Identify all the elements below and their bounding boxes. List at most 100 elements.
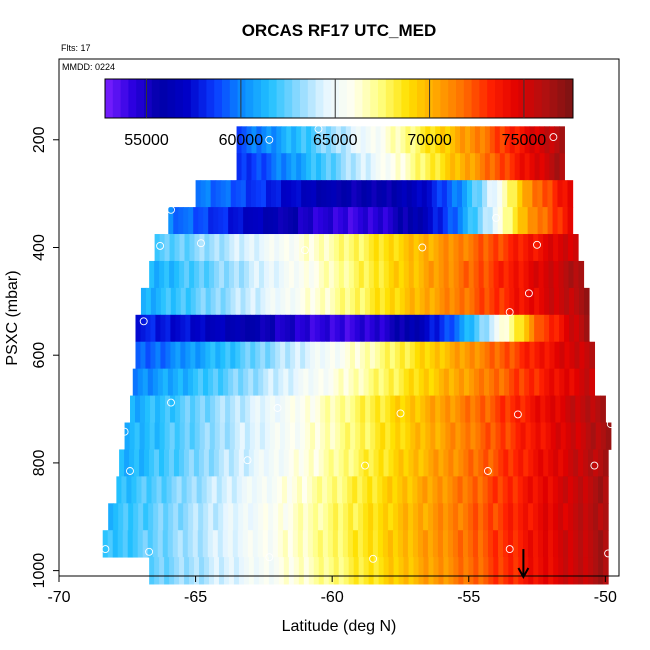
heatmap xyxy=(102,126,612,585)
heatmap-cell xyxy=(538,234,544,262)
heatmap-cell xyxy=(348,368,355,396)
heatmap-cell xyxy=(358,449,365,477)
heatmap-cell xyxy=(563,260,570,289)
heatmap-cell xyxy=(384,341,391,370)
sample-point xyxy=(265,135,274,144)
heatmap-cell xyxy=(474,314,480,343)
heatmap-cell xyxy=(281,126,287,154)
heatmap-cell xyxy=(200,314,206,343)
heatmap-cell xyxy=(149,557,155,585)
heatmap-cell xyxy=(183,449,190,477)
heatmap-cell xyxy=(188,449,195,477)
heatmap-cell xyxy=(279,422,286,450)
heatmap-cell xyxy=(473,503,479,531)
heatmap-cell xyxy=(334,314,341,343)
heatmap-cell xyxy=(447,207,454,235)
heatmap-cell xyxy=(560,395,566,423)
heatmap-cell xyxy=(416,180,423,208)
heatmap-cell xyxy=(339,314,346,343)
heatmap-cell xyxy=(300,287,306,316)
heatmap-cell xyxy=(333,368,340,396)
heatmap-cell xyxy=(330,153,337,181)
heatmap-cell xyxy=(169,422,176,450)
heatmap-cell xyxy=(479,368,485,396)
heatmap-cell xyxy=(452,476,459,504)
heatmap-cell xyxy=(432,530,439,558)
colorbar-step xyxy=(479,79,488,118)
heatmap-cell xyxy=(345,341,351,370)
heatmap-cell xyxy=(424,341,431,370)
heatmap-cell xyxy=(389,341,396,370)
heatmap-cell xyxy=(380,153,387,181)
heatmap-cell xyxy=(483,503,489,531)
heatmap-cell xyxy=(488,260,495,289)
heatmap-cell xyxy=(318,557,325,585)
heatmap-row xyxy=(236,126,565,154)
heatmap-cell xyxy=(463,234,470,262)
heatmap-cell xyxy=(494,153,501,181)
heatmap-cell xyxy=(310,395,316,423)
heatmap-cell xyxy=(414,341,421,370)
heatmap-cell xyxy=(314,314,321,343)
heatmap-cell xyxy=(321,126,327,154)
heatmap-cell xyxy=(160,341,167,370)
heatmap-cell xyxy=(523,234,529,262)
heatmap-cell xyxy=(280,287,286,316)
heatmap-cell xyxy=(260,395,266,423)
heatmap-cell xyxy=(487,476,494,504)
colorbar-step xyxy=(214,79,223,118)
colorbar-step xyxy=(175,79,184,118)
heatmap-cell xyxy=(266,476,273,504)
colorbar-tick-label: 55000 xyxy=(124,132,169,149)
heatmap-cell xyxy=(355,395,361,423)
heatmap-cell xyxy=(264,234,270,262)
heatmap-cell xyxy=(208,368,214,396)
heatmap-cell xyxy=(443,503,449,531)
heatmap-cell xyxy=(524,126,531,154)
heatmap-cell xyxy=(409,341,416,370)
heatmap-cell xyxy=(255,395,261,423)
heatmap-cell xyxy=(520,395,526,423)
heatmap-cell xyxy=(578,503,584,531)
heatmap-cell xyxy=(336,180,342,208)
heatmap-row xyxy=(135,314,590,343)
heatmap-cell xyxy=(259,234,265,262)
heatmap-cell xyxy=(544,314,550,343)
heatmap-cell xyxy=(533,234,539,262)
heatmap-cell xyxy=(569,368,575,396)
heatmap-cell xyxy=(255,314,261,343)
heatmap-cell xyxy=(389,287,396,316)
heatmap-cell xyxy=(170,395,176,423)
heatmap-cell xyxy=(343,449,350,477)
heatmap-cell xyxy=(488,503,494,531)
heatmap-cell xyxy=(232,530,239,558)
heatmap-cell xyxy=(363,503,369,531)
heatmap-cell xyxy=(403,449,410,477)
heatmap-cell xyxy=(187,530,194,558)
heatmap-cell xyxy=(493,503,499,531)
heatmap-cell xyxy=(238,368,244,396)
heatmap-cell xyxy=(405,126,411,154)
heatmap-cell xyxy=(479,153,486,181)
heatmap-cell xyxy=(308,207,314,235)
heatmap-cell xyxy=(378,234,385,262)
heatmap-cell xyxy=(559,314,565,343)
heatmap-cell xyxy=(343,557,350,585)
heatmap-cell xyxy=(343,260,350,289)
heatmap-cell xyxy=(473,557,479,585)
heatmap-cell xyxy=(311,126,317,154)
heatmap-cell xyxy=(445,422,451,450)
heatmap-cell xyxy=(428,368,435,396)
x-tick-label: -55 xyxy=(457,589,480,606)
heatmap-cell xyxy=(463,368,470,396)
colorbar-tick-label: 70000 xyxy=(407,132,452,149)
heatmap-cell xyxy=(554,341,561,370)
heatmap-cell xyxy=(293,260,300,289)
heatmap-cell xyxy=(338,234,345,262)
heatmap-cell xyxy=(434,287,441,316)
heatmap-cell xyxy=(595,422,602,450)
heatmap-cell xyxy=(255,341,261,370)
heatmap-cell xyxy=(320,422,326,450)
heatmap-cell xyxy=(244,260,250,289)
colorbar-step xyxy=(440,79,449,118)
